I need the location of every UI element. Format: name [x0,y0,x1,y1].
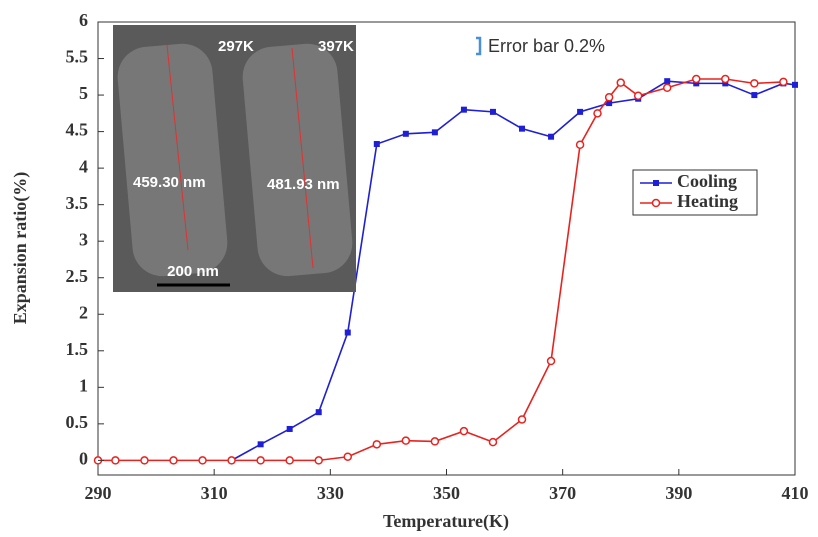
point [257,441,264,448]
point [372,440,382,449]
x-tick-label: 310 [201,483,228,503]
y-tick-label: 5 [79,83,88,103]
y-tick-label: 1.5 [66,339,89,359]
point [460,106,467,113]
y-axis-label: Expansion ratio(%) [10,172,31,325]
y-tick-label: 5.5 [66,47,89,67]
inset-label: 481.93 nm [267,176,340,193]
point [548,133,555,140]
point [606,100,613,107]
x-tick-label: 370 [549,483,576,503]
point [285,456,294,465]
point [792,81,798,88]
y-tick-label: 3.5 [66,193,89,213]
point [459,426,469,436]
point [593,109,602,118]
point [169,456,178,465]
point [662,83,672,93]
point [140,456,149,465]
point [577,108,584,115]
legend-label: Heating [677,191,738,211]
point [779,77,788,87]
point [751,92,758,99]
y-tick-label: 2.5 [66,266,89,286]
annotation: Error bar 0.2% [488,36,605,56]
legend-marker [653,180,659,186]
x-tick-label: 330 [317,483,344,503]
point [314,456,323,465]
x-tick-label: 350 [433,483,460,503]
nanorod [117,43,228,277]
point [431,129,438,136]
point [517,415,527,424]
x-tick-label: 390 [665,483,692,503]
point [430,437,440,446]
point [198,456,207,465]
point [616,78,625,87]
point [722,80,729,87]
inset-image: 297K 397K 459.30 nm 481.93 nm 200 nm [113,25,356,292]
y-tick-label: 3 [79,229,88,249]
point [575,140,585,149]
y-tick-label: 2 [79,302,88,322]
x-tick-label: 410 [782,483,809,503]
y-tick-label: 4.5 [66,120,89,140]
inset-label: 459.30 nm [133,174,206,191]
inset-label: 297K [218,38,254,55]
point [750,79,759,88]
inset-label: 397K [318,38,354,55]
x-tick-label: 290 [85,483,112,503]
point [315,409,322,416]
point [489,108,496,115]
point [633,91,643,101]
point [286,425,293,432]
y-tick-label: 1 [79,375,88,395]
point [402,130,409,137]
legend-marker [651,198,661,208]
y-tick-label: 6 [79,10,88,30]
point [519,125,526,132]
point [488,437,498,447]
inset-label: 200 nm [167,263,219,280]
measure-line [166,44,189,251]
y-tick-label: 0 [79,449,88,469]
point [373,141,380,148]
point [664,78,671,85]
measure-line [291,47,314,269]
point [111,456,120,465]
point [721,74,730,84]
point [256,456,265,465]
x-axis-label: Temperature(K) [383,511,509,532]
legend-label: Cooling [677,171,737,191]
point [693,80,700,87]
point [604,93,614,102]
y-tick-label: 4 [79,156,88,176]
point [401,436,411,445]
legend [632,169,758,216]
nanorod [242,43,353,277]
error-bar-icon [476,36,482,56]
point [343,452,353,461]
point [692,74,701,84]
y-tick-label: 0.5 [66,412,89,432]
point [344,329,351,336]
point [546,356,556,366]
point [227,456,236,465]
